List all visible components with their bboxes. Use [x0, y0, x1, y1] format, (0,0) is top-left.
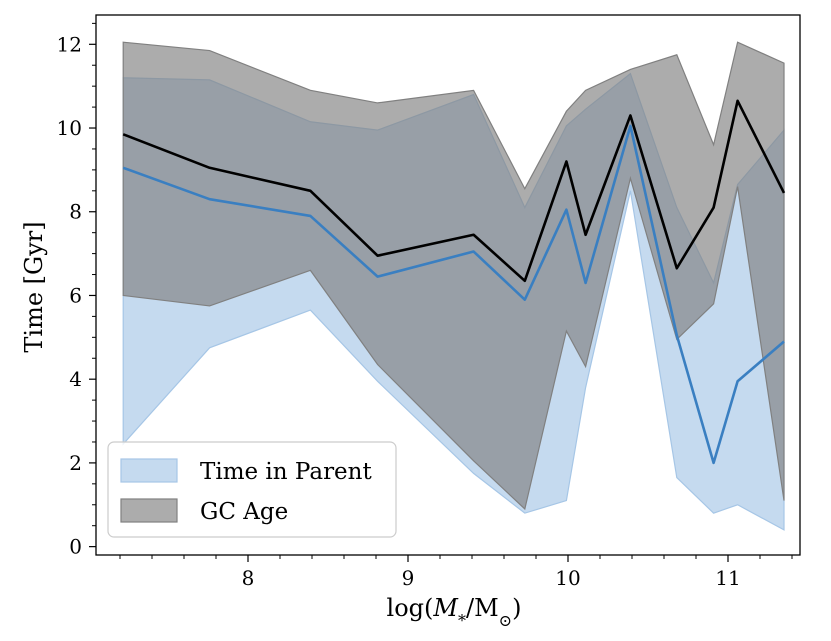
uncertainty-bands: [122, 41, 785, 531]
legend-box: [107, 441, 397, 538]
median-line-gc-age: [122, 99, 786, 283]
y-tick-label: 12: [57, 32, 82, 56]
y-tick-label: 6: [69, 283, 82, 307]
median-lines: [122, 99, 786, 465]
plot-frame: [95, 14, 801, 556]
median-line-time-in-parent: [122, 124, 785, 465]
x-tick-label: 10: [555, 566, 580, 590]
y-tick-label: 4: [69, 367, 82, 391]
legend-label-gc-age: GC Age: [200, 499, 288, 525]
y-tick-label: 2: [69, 451, 82, 475]
y-axis-label: Time [Gyr]: [20, 221, 48, 352]
x-tick-label: 11: [715, 566, 740, 590]
y-axis: 0 2 4 6 8 10 12: [57, 22, 96, 559]
x-axis: 8 9 10 11: [119, 555, 793, 590]
x-tick-label: 9: [402, 566, 415, 590]
band-gc-age: [122, 41, 785, 511]
legend-label-time-in-parent: Time in Parent: [200, 459, 372, 485]
legend-swatch-gc-age: [120, 498, 178, 523]
y-tick-label: 10: [57, 116, 82, 140]
x-tick-label: 8: [242, 566, 255, 590]
legend: Time in Parent GC Age: [107, 441, 397, 538]
y-tick-label: 0: [69, 535, 82, 559]
y-tick-label: 8: [69, 200, 82, 224]
x-axis-label: log(M*/M⊙): [387, 594, 522, 630]
legend-swatch-time-in-parent: [120, 458, 178, 483]
